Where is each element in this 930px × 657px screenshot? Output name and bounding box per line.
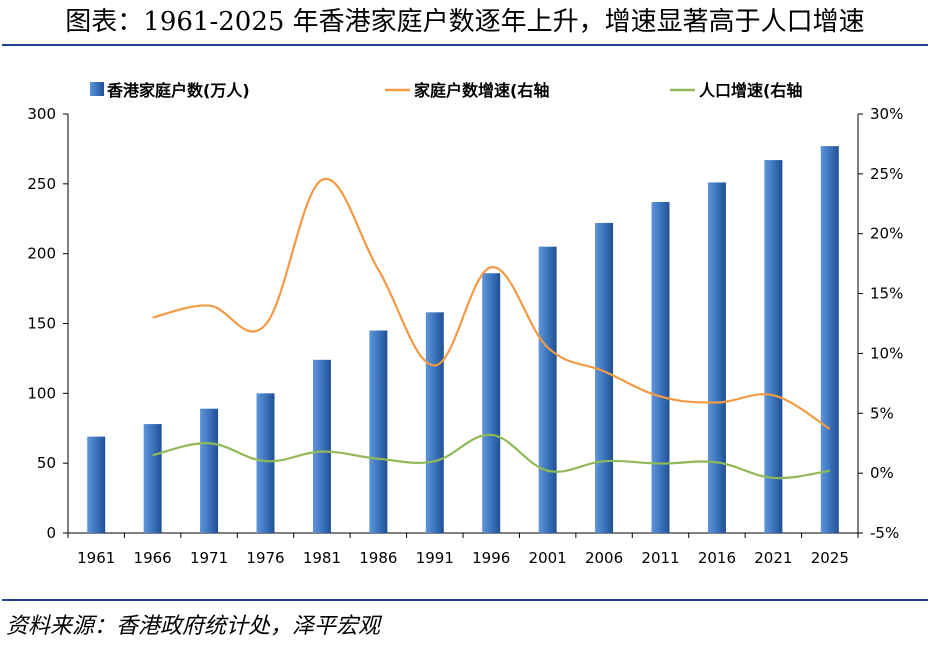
bar-2001 bbox=[538, 246, 557, 533]
x-tick-label: 1981 bbox=[303, 549, 341, 567]
legend-swatch-households bbox=[90, 82, 104, 96]
bar-1986 bbox=[369, 330, 388, 533]
bar-1991 bbox=[425, 312, 444, 533]
right-tick-label: 15% bbox=[870, 285, 903, 303]
source-rule bbox=[2, 599, 928, 601]
right-tick-label: 5% bbox=[870, 404, 894, 422]
x-tick-label: 2006 bbox=[585, 549, 623, 567]
bar-2016 bbox=[707, 182, 726, 534]
bar-2006 bbox=[595, 222, 614, 533]
bar-1981 bbox=[312, 359, 331, 533]
right-tick-label: 20% bbox=[870, 225, 903, 243]
household-growth-line bbox=[152, 177, 831, 430]
left-tick-label: 50 bbox=[37, 454, 56, 472]
x-tick-label: 2016 bbox=[698, 549, 736, 567]
x-tick-label: 1966 bbox=[134, 549, 172, 567]
legend-label-households: 香港家庭户数(万人) bbox=[106, 81, 250, 100]
left-tick-label: 200 bbox=[27, 245, 56, 263]
left-tick-label: 250 bbox=[27, 175, 56, 193]
right-tick-label: 25% bbox=[870, 165, 903, 183]
x-tick-label: 2025 bbox=[811, 549, 849, 567]
chart-canvas: 香港家庭户数(万人) 家庭户数增速(右轴 人口增速(右轴 0 50 100 150 200 2… bbox=[27, 81, 903, 567]
bar-1961 bbox=[87, 436, 106, 533]
legend-label-population-growth: 人口增速(右轴 bbox=[699, 81, 802, 100]
right-tick-label: 30% bbox=[870, 105, 903, 123]
line-series bbox=[152, 177, 831, 480]
legend: 香港家庭户数(万人) 家庭户数增速(右轴 人口增速(右轴 bbox=[90, 81, 802, 100]
chart-title: 图表：1961-2025 年香港家庭户数逐年上升，增速显著高于人口增速 bbox=[65, 7, 865, 37]
right-tick-label: -5% bbox=[870, 524, 899, 542]
bar-1971 bbox=[200, 408, 219, 533]
x-tick-label: 2021 bbox=[754, 549, 792, 567]
x-tick-label: 1961 bbox=[77, 549, 115, 567]
source-note: 资料来源：香港政府统计处，泽平宏观 bbox=[6, 614, 381, 639]
left-tick-label: 100 bbox=[27, 384, 56, 402]
right-tick-label: 10% bbox=[870, 344, 903, 362]
bar-1976 bbox=[256, 393, 275, 533]
population-growth-line bbox=[152, 433, 830, 480]
left-tick-label: 150 bbox=[27, 315, 56, 333]
bar-series bbox=[87, 146, 839, 534]
x-tick-label: 1986 bbox=[359, 549, 397, 567]
bar-2025 bbox=[820, 146, 839, 533]
x-tick-label: 1991 bbox=[416, 549, 454, 567]
x-tick-label: 2001 bbox=[529, 549, 567, 567]
bar-1966 bbox=[143, 424, 162, 533]
left-tick-label: 0 bbox=[46, 524, 56, 542]
bar-2021 bbox=[764, 160, 783, 533]
x-tick-label: 2011 bbox=[641, 549, 679, 567]
bar-2011 bbox=[651, 201, 670, 534]
x-tick-label: 1996 bbox=[472, 549, 510, 567]
title-rule bbox=[2, 44, 928, 46]
x-tick-label: 1976 bbox=[246, 549, 284, 567]
x-tick-label: 1971 bbox=[190, 549, 228, 567]
bar-1996 bbox=[482, 273, 501, 533]
legend-label-household-growth: 家庭户数增速(右轴 bbox=[414, 81, 549, 100]
axes: 0 50 100 150 200 250 300 -5% 0% 5% 10% 15% 20% 25% 30%… bbox=[27, 105, 903, 567]
right-tick-label: 0% bbox=[870, 464, 894, 482]
left-tick-label: 300 bbox=[27, 105, 56, 123]
